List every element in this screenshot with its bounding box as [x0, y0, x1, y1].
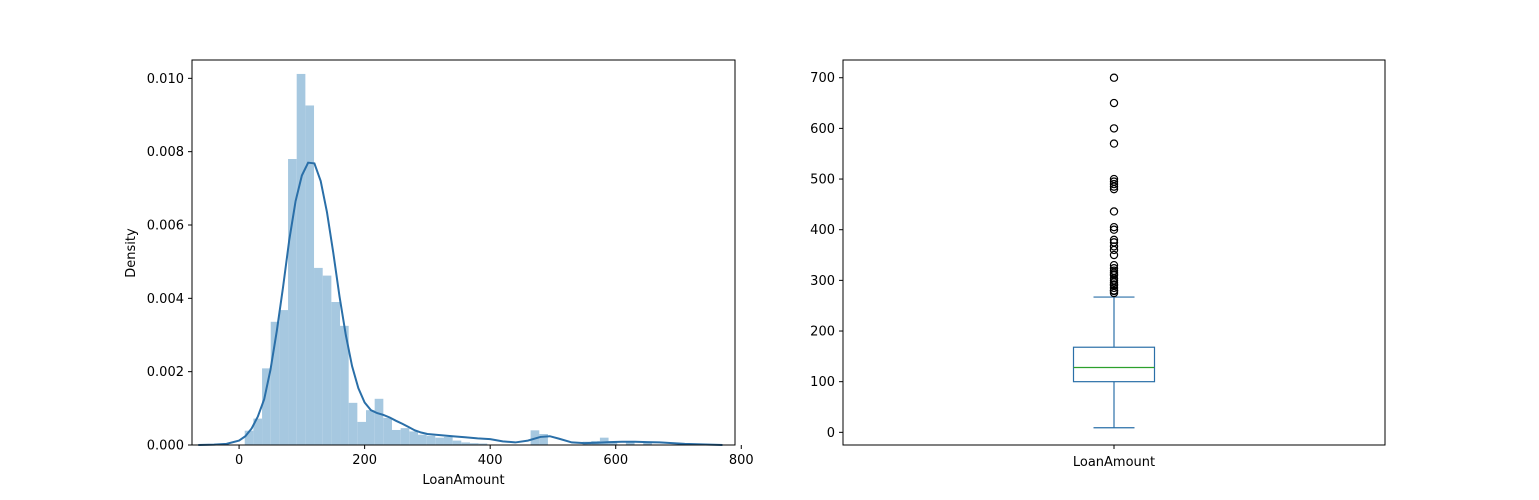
histogram-bar	[599, 437, 609, 445]
boxplot-outlier	[1109, 242, 1119, 251]
histogram-bar	[366, 410, 375, 445]
histogram-y-tick-label: 0.000	[147, 439, 184, 454]
histogram-bar	[643, 442, 652, 445]
histogram-bar	[296, 73, 306, 445]
boxplot-outlier	[1109, 139, 1119, 148]
boxplot-outliers	[1109, 73, 1119, 298]
boxplot-outlier	[1109, 177, 1119, 186]
boxplot-y-ticks: 0 100 200 300 400 500 600 700	[810, 71, 843, 441]
histogram-bar	[435, 437, 444, 445]
boxplot-y-tick-label: 500	[810, 173, 835, 188]
boxplot-outlier	[1109, 235, 1119, 245]
histogram-x-tick-label: 0	[235, 453, 243, 468]
histogram-panel: 0 200 400 600 800 0.0000.0020.0040.0060.0080…	[124, 59, 754, 488]
histogram-bar	[348, 402, 358, 445]
histogram-x-tick-label: 400	[478, 453, 503, 468]
boxplot-outlier	[1109, 73, 1119, 82]
histogram-bar	[331, 302, 341, 445]
histogram-bar	[383, 417, 392, 445]
histogram-bar	[357, 421, 367, 445]
histogram-bar	[426, 435, 436, 445]
histogram-bar	[244, 430, 254, 445]
histogram-bar	[270, 321, 280, 445]
boxplot-elements	[1072, 296, 1156, 429]
histogram-bar	[262, 368, 271, 445]
histogram-x-tick-label: 800	[729, 453, 754, 468]
kde-curve	[198, 161, 723, 446]
histogram-bar	[374, 398, 384, 445]
histogram-bars	[244, 73, 652, 445]
histogram-bar	[305, 105, 315, 445]
histogram-x-label: LoanAmount	[422, 473, 504, 488]
histogram-y-tick-label: 0.008	[147, 145, 184, 160]
histogram-bar	[322, 275, 332, 445]
histogram-y-tick-label: 0.002	[147, 365, 184, 380]
boxplot-box	[1072, 346, 1156, 383]
boxplot-outlier	[1109, 124, 1119, 133]
histogram-bar	[443, 436, 453, 445]
histogram-bar	[409, 431, 418, 445]
boxplot-outlier	[1109, 98, 1119, 108]
histogram-bar	[400, 428, 410, 445]
boxplot-outlier	[1109, 250, 1119, 260]
histogram-bar	[469, 443, 479, 445]
boxplot-outlier	[1109, 286, 1119, 295]
histogram-bar	[340, 325, 349, 445]
histogram-y-ticks: 0.000 0.002 0.004 0.006 0.008 0.010	[147, 72, 192, 454]
histogram-x-tick-label: 200	[352, 453, 377, 468]
boxplot-outlier	[1109, 222, 1119, 232]
histogram-bar	[539, 434, 548, 445]
histogram-bar	[417, 434, 427, 445]
boxplot-y-tick-label: 400	[810, 223, 835, 238]
histogram-bar	[625, 442, 635, 445]
histogram-y-label: Density	[124, 228, 139, 278]
histogram-bar	[279, 310, 289, 445]
boxplot-y-tick-label: 0	[827, 426, 835, 441]
boxplot-outlier	[1109, 225, 1119, 234]
boxplot-outlier	[1109, 207, 1119, 216]
boxplot-outlier	[1109, 238, 1119, 247]
boxplot-outlier	[1109, 174, 1119, 184]
histogram-bar	[391, 429, 401, 445]
histogram-bar	[478, 443, 488, 445]
boxplot-outlier	[1109, 266, 1119, 275]
histogram-y-tick-label: 0.006	[147, 219, 184, 234]
boxplot-y-tick-label: 100	[810, 375, 835, 390]
histogram-x-tick-label: 600	[603, 453, 628, 468]
histogram-bar	[288, 159, 297, 445]
boxplot-outlier	[1109, 264, 1119, 273]
boxplot-y-tick-label: 200	[810, 325, 835, 340]
histogram-bar	[461, 442, 470, 445]
histogram-axes-frame	[191, 59, 736, 446]
boxplot-y-tick-label: 300	[810, 274, 835, 289]
histogram-y-tick-label: 0.004	[147, 292, 184, 307]
histogram-bar	[253, 418, 263, 445]
histogram-y-tick-label: 0.010	[147, 72, 184, 87]
boxplot-x-tick-label: LoanAmount	[1073, 455, 1155, 470]
histogram-bar	[452, 440, 462, 445]
boxplot-y-tick-label: 700	[810, 71, 835, 86]
histogram-bar	[314, 267, 323, 445]
boxplot-y-tick-label: 600	[810, 122, 835, 137]
histogram-bar	[608, 441, 618, 445]
boxplot-outlier	[1109, 179, 1119, 189]
boxplot-outlier	[1109, 260, 1119, 270]
boxplot-panel: 0 100 200 300 400 500 600 700 LoanAmount	[810, 59, 1386, 470]
histogram-x-ticks: 0 200 400 600 800	[235, 445, 754, 468]
